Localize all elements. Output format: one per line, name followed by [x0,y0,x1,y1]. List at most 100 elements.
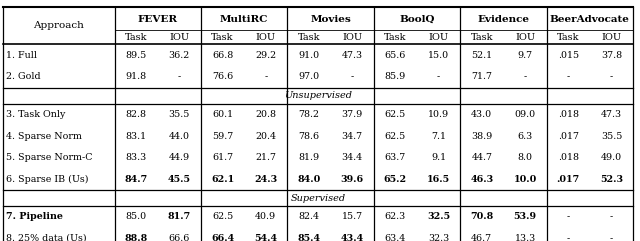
Text: 44.0: 44.0 [169,132,190,141]
Text: 63.4: 63.4 [385,234,406,241]
Text: 9.7: 9.7 [518,51,532,60]
Text: 8. 25% data (Us): 8. 25% data (Us) [6,234,87,241]
Text: 15.0: 15.0 [428,51,449,60]
Text: 59.7: 59.7 [212,132,233,141]
Text: 83.3: 83.3 [125,153,147,162]
Text: 39.6: 39.6 [340,175,364,184]
Text: IOU: IOU [256,33,276,42]
Text: 91.8: 91.8 [125,72,147,81]
Text: 70.8: 70.8 [470,212,493,221]
Text: 52.3: 52.3 [600,175,623,184]
Text: Supervised: Supervised [291,194,346,203]
Text: 85.0: 85.0 [125,212,147,221]
Text: -: - [566,72,570,81]
Text: 76.6: 76.6 [212,72,233,81]
Text: 46.3: 46.3 [470,175,493,184]
Text: 36.2: 36.2 [169,51,190,60]
Text: MultiRC: MultiRC [220,15,268,24]
Text: 7. Pipeline: 7. Pipeline [6,212,63,221]
Text: 82.4: 82.4 [298,212,319,221]
Text: Task: Task [470,33,493,42]
Text: 61.7: 61.7 [212,153,233,162]
Text: 46.7: 46.7 [471,234,492,241]
Text: 89.5: 89.5 [125,51,147,60]
Text: -: - [566,234,570,241]
Text: Task: Task [298,33,320,42]
Text: IOU: IOU [169,33,189,42]
Text: 85.4: 85.4 [298,234,321,241]
Text: Movies: Movies [310,15,351,24]
Text: BoolQ: BoolQ [399,15,435,24]
Text: 45.5: 45.5 [168,175,191,184]
Text: 5. Sparse Norm-C: 5. Sparse Norm-C [6,153,93,162]
Text: 83.1: 83.1 [125,132,147,141]
Text: 37.9: 37.9 [342,110,363,119]
Text: 24.3: 24.3 [254,175,277,184]
Text: 35.5: 35.5 [169,110,190,119]
Text: 10.9: 10.9 [428,110,449,119]
Text: Task: Task [125,33,147,42]
Text: .017: .017 [557,175,580,184]
Text: 21.7: 21.7 [255,153,276,162]
Text: .015: .015 [557,51,579,60]
Text: -: - [437,72,440,81]
Text: 60.1: 60.1 [212,110,233,119]
Text: 37.8: 37.8 [601,51,622,60]
Text: IOU: IOU [515,33,535,42]
Text: 84.0: 84.0 [298,175,321,184]
Text: -: - [264,72,268,81]
Text: Task: Task [211,33,234,42]
Text: 43.0: 43.0 [471,110,492,119]
Text: 6. Sparse IB (Us): 6. Sparse IB (Us) [6,175,89,184]
Text: 78.6: 78.6 [298,132,319,141]
Text: 84.7: 84.7 [125,175,148,184]
Text: 15.7: 15.7 [342,212,363,221]
Text: 35.5: 35.5 [601,132,622,141]
Text: 81.9: 81.9 [298,153,319,162]
Text: 1. Full: 1. Full [6,51,37,60]
Text: 9.1: 9.1 [431,153,446,162]
Text: 47.3: 47.3 [342,51,363,60]
Text: Evidence: Evidence [477,15,529,24]
Text: 52.1: 52.1 [471,51,492,60]
Text: -: - [178,72,181,81]
Text: 34.7: 34.7 [342,132,363,141]
Text: 63.7: 63.7 [385,153,406,162]
Text: 66.4: 66.4 [211,234,234,241]
Text: 7.1: 7.1 [431,132,446,141]
Text: 49.0: 49.0 [601,153,622,162]
Text: 10.0: 10.0 [513,175,537,184]
Text: Task: Task [384,33,406,42]
Text: 44.7: 44.7 [471,153,492,162]
Text: 2. Gold: 2. Gold [6,72,41,81]
Text: 78.2: 78.2 [298,110,319,119]
Text: IOU: IOU [602,33,621,42]
Text: -: - [610,72,613,81]
Text: BeerAdvocate: BeerAdvocate [550,15,630,24]
Text: 62.5: 62.5 [212,212,233,221]
Text: .018: .018 [557,110,579,119]
Text: 32.5: 32.5 [427,212,450,221]
Text: 29.2: 29.2 [255,51,276,60]
Text: 38.9: 38.9 [471,132,492,141]
Text: 62.3: 62.3 [385,212,406,221]
Text: 34.4: 34.4 [342,153,363,162]
Text: 65.2: 65.2 [384,175,407,184]
Text: 13.3: 13.3 [515,234,536,241]
Text: -: - [351,72,354,81]
Text: .018: .018 [557,153,579,162]
Text: Approach: Approach [33,21,84,30]
Text: Unsupervised: Unsupervised [284,91,352,100]
Text: 32.3: 32.3 [428,234,449,241]
Text: 62.1: 62.1 [211,175,234,184]
Text: -: - [610,212,613,221]
Text: 66.8: 66.8 [212,51,233,60]
Text: 20.8: 20.8 [255,110,276,119]
Text: 4. Sparse Norm: 4. Sparse Norm [6,132,82,141]
Text: 82.8: 82.8 [125,110,147,119]
Text: 54.4: 54.4 [254,234,277,241]
Text: 66.6: 66.6 [169,234,190,241]
Text: 91.0: 91.0 [298,51,319,60]
Text: 81.7: 81.7 [168,212,191,221]
Text: 47.3: 47.3 [601,110,622,119]
